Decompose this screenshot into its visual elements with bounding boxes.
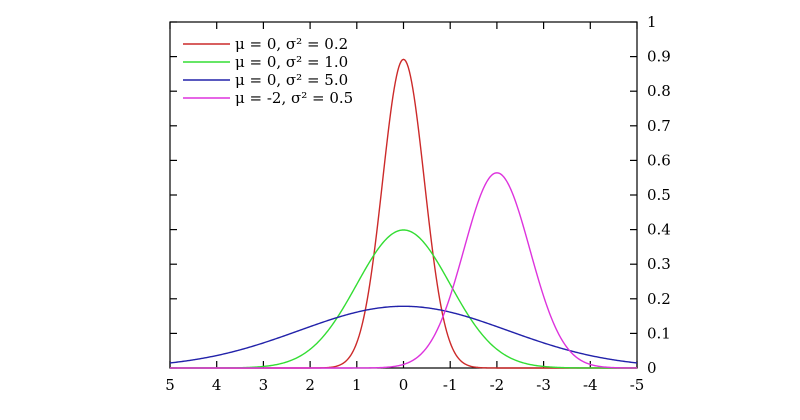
legend-label-2: μ = 0, σ² = 5.0 bbox=[235, 71, 348, 89]
x-tick-label: 5 bbox=[165, 376, 175, 394]
legend-label-1: μ = 0, σ² = 1.0 bbox=[235, 53, 348, 71]
y-tick-label: 0.7 bbox=[647, 117, 671, 135]
y-tick-label: 0.3 bbox=[647, 255, 671, 273]
y-tick-label: 1 bbox=[647, 13, 657, 31]
y-tick-label: 0.1 bbox=[647, 324, 671, 342]
curves-layer bbox=[169, 58, 638, 369]
y-tick-label: 0.6 bbox=[647, 151, 671, 169]
x-tick-label: -3 bbox=[536, 376, 551, 394]
legend-label-0: μ = 0, σ² = 0.2 bbox=[235, 35, 348, 53]
x-tick-label: -5 bbox=[630, 376, 645, 394]
axes-layer: -5 -4 -3 -2 -1 0 1 2 3 4 5 0 0.1 0.2 0.3 0.4 0.5 0.6 0.7 0.… bbox=[165, 13, 671, 394]
series-line-3 bbox=[170, 172, 638, 369]
y-tick-label: 0.8 bbox=[647, 82, 671, 100]
y-tick-label: 0.4 bbox=[647, 221, 671, 239]
x-tick-label: -4 bbox=[583, 376, 598, 394]
legend-label-3: μ = -2, σ² = 0.5 bbox=[235, 89, 353, 107]
y-tick-label: 0.9 bbox=[647, 48, 671, 66]
y-tick-label: 0.5 bbox=[647, 186, 671, 204]
x-tick-label: -2 bbox=[490, 376, 505, 394]
x-tick-label: -1 bbox=[443, 376, 458, 394]
y-tick-label: 0.2 bbox=[647, 290, 671, 308]
x-tick-label: 1 bbox=[352, 376, 362, 394]
x-tick-label: 0 bbox=[399, 376, 409, 394]
x-tick-label: 4 bbox=[212, 376, 222, 394]
y-tick-label: 0 bbox=[647, 359, 657, 377]
legend: μ = 0, σ² = 0.2μ = 0, σ² = 1.0μ = 0, σ² … bbox=[183, 35, 353, 107]
x-tick-label: 3 bbox=[259, 376, 269, 394]
series-line-2 bbox=[169, 305, 638, 364]
x-tick-label: 2 bbox=[305, 376, 315, 394]
